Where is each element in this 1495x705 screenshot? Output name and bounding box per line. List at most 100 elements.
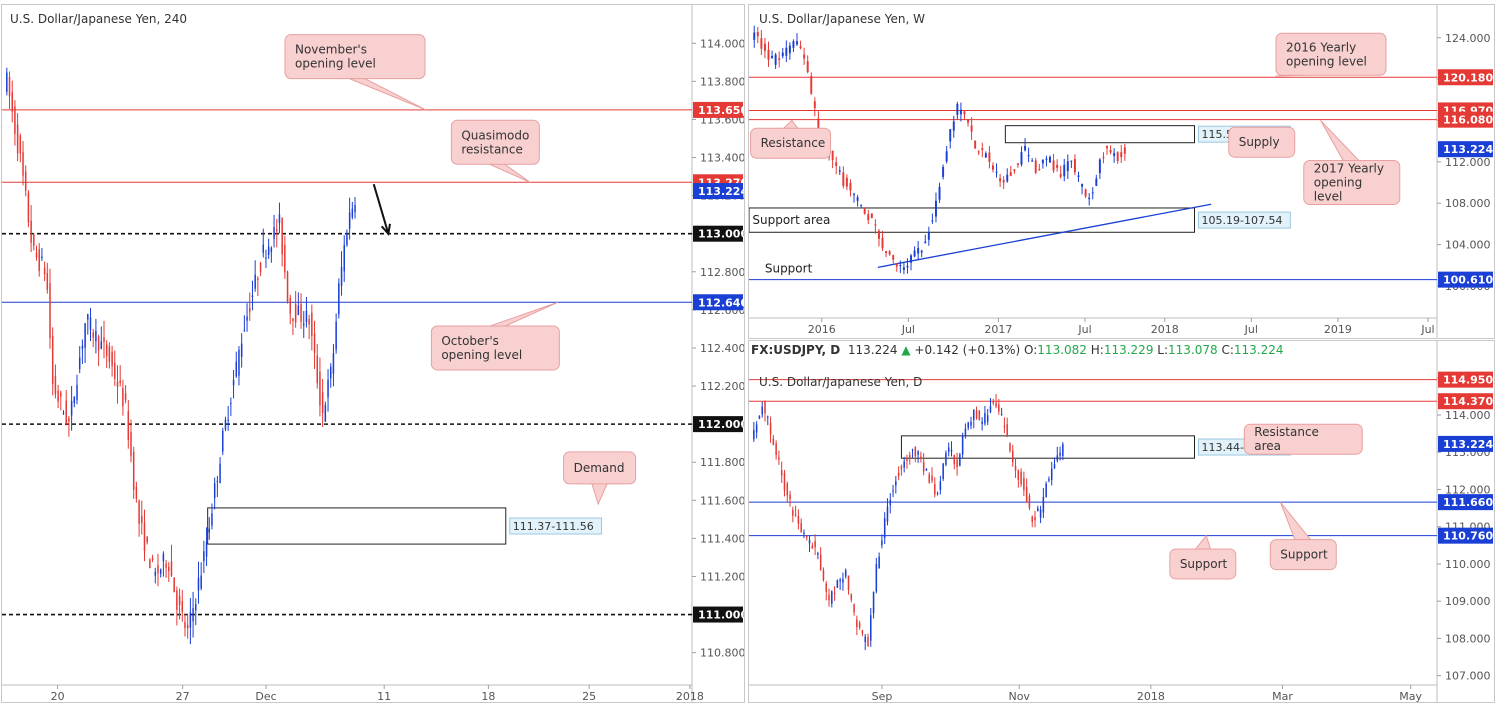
x-tick-label: Dec [255,690,276,702]
candle [292,318,294,335]
candle-body [273,227,275,239]
candle [833,586,836,601]
candle-body [232,379,235,386]
callout-text: Support [1280,548,1328,562]
candle-body [908,455,911,458]
candle [774,52,777,69]
candle-body [11,92,13,112]
chart-daily-canvas[interactable]: 115.000114.000113.000112.000111.000110.0… [749,341,1494,702]
candle [914,446,917,463]
candle-body [814,541,816,548]
candle-body [1009,172,1012,176]
candle-body [162,553,165,562]
candle [758,415,761,420]
chart-240-canvas[interactable]: 114.000113.800113.600113.400113.200113.0… [2,5,744,702]
candle-body [939,481,942,491]
candle-body [8,76,11,97]
chart-panel-daily[interactable]: 115.000114.000113.000112.000111.000110.0… [748,340,1495,703]
candle [289,294,291,325]
candle [1048,476,1050,483]
candle-body [806,61,809,73]
candle [227,406,229,431]
candle [51,327,54,396]
candle-body [1073,159,1076,173]
candle [265,249,267,268]
callout-box [430,325,560,371]
x-tick-label: Nov [1008,690,1030,702]
candle [205,527,208,566]
candle-body [240,343,243,358]
candle-body [1049,156,1051,163]
candle [863,207,866,215]
candle [1011,444,1014,467]
candle [786,481,789,503]
candle-body [1062,444,1064,456]
candle-body [1081,183,1084,187]
candle [999,173,1002,187]
candle [73,396,76,408]
y-tick-label: 112.200 [700,380,744,393]
candle [775,440,777,460]
candle-body [998,404,1000,412]
candle-body [27,192,30,223]
legend-last-value: 113.224 [847,343,898,357]
candle [14,100,16,146]
candle [892,484,894,498]
price-badge [1438,141,1493,158]
candle [81,339,84,364]
candle-body [19,135,22,154]
candle [114,350,116,386]
candle [989,398,992,414]
candle [845,174,848,191]
price-badge-label: 112.000 [698,418,744,431]
candle-body [1024,145,1027,151]
candle-body [989,406,992,413]
y-tick-label: 114.000 [1445,409,1491,422]
candle-body [899,264,902,267]
candle [19,133,22,163]
callout-text: Resistance [761,136,826,150]
candle [54,364,57,399]
price-badge [1438,393,1493,410]
candle [327,369,329,412]
candle-body [920,250,923,253]
candle [276,219,278,248]
candle-body [1014,465,1017,471]
callout: 2016 Yearly opening level [1275,32,1387,77]
candle-body [1034,160,1037,173]
candle [246,303,248,332]
candle [835,156,838,175]
candle-body [945,452,947,465]
candle-body [230,403,232,405]
candle [1031,515,1033,528]
callout-box [1269,539,1337,571]
candle [959,102,962,122]
candle [817,111,820,130]
arrow-head [380,223,391,236]
chart-weekly-canvas[interactable]: 124.000120.000116.000112.000108.000104.0… [749,5,1494,338]
x-tick-label: 27 [176,690,190,702]
candle [294,291,297,328]
candle [831,150,834,169]
candle-body [1095,178,1098,186]
x-tick-label: 2018 [1137,690,1165,702]
candle [1028,493,1031,511]
candle-body [60,392,62,397]
candle-body [853,604,855,613]
candle [861,629,864,637]
candle-body [927,232,930,240]
candle-body [168,566,170,572]
zone-box [1004,125,1196,144]
chart-panel-weekly[interactable]: 124.000120.000116.000112.000108.000104.0… [748,4,1495,339]
candle-body [772,438,775,445]
candle [216,475,219,498]
candle-body [138,500,140,524]
candle-body [910,255,913,263]
candle-body [100,341,103,349]
candle [844,568,847,579]
candle [872,591,875,619]
candle [159,568,162,578]
candle [1073,154,1076,176]
chart-panel-240[interactable]: 114.000113.800113.600113.400113.200113.0… [1,4,745,703]
candle-body [116,381,119,388]
